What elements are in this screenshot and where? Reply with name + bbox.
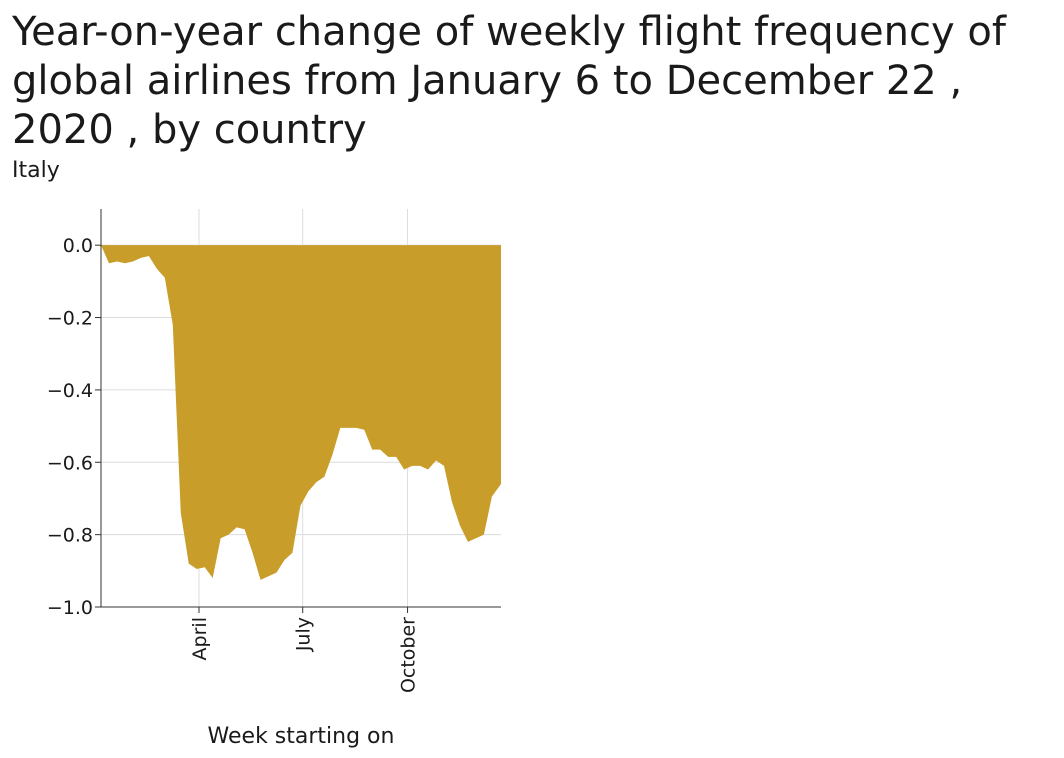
y-tick-label: −1.0 <box>47 597 93 619</box>
x-tick-label: October <box>398 617 420 693</box>
x-axis-ticks: April July October <box>189 607 420 693</box>
chart-subtitle: Italy <box>12 158 60 183</box>
x-tick-label: July <box>293 617 315 652</box>
y-axis-ticks: 0.0 −0.2 −0.4 −0.6 −0.8 −1.0 <box>47 235 101 619</box>
x-tick-label: April <box>189 617 211 660</box>
y-tick-label: −0.8 <box>47 525 93 547</box>
y-tick-label: −0.6 <box>47 452 93 474</box>
y-tick-label: −0.4 <box>47 380 93 402</box>
axes <box>100 209 501 608</box>
y-tick-label: −0.2 <box>47 308 93 330</box>
chart-title: Year-on-year change of weekly flight fre… <box>12 9 1006 153</box>
x-axis-title: Week starting on <box>208 724 395 749</box>
area-series-italy <box>101 245 501 580</box>
y-tick-label: 0.0 <box>63 235 93 257</box>
